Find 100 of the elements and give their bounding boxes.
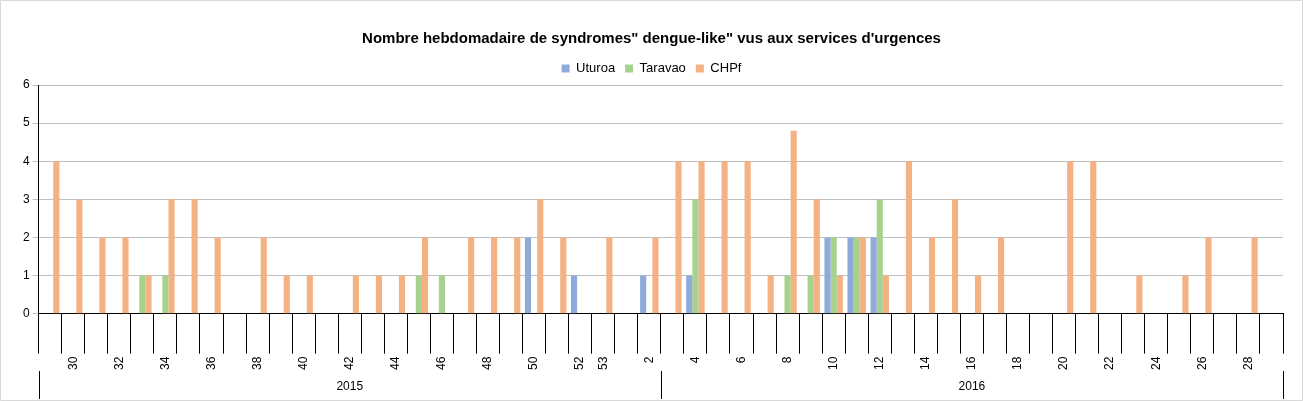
bar bbox=[813, 199, 820, 314]
y-tick-label: 0 bbox=[22, 305, 30, 320]
bar bbox=[974, 275, 982, 314]
bar bbox=[686, 275, 693, 314]
x-tick-label: 6 bbox=[733, 356, 748, 364]
bar bbox=[53, 161, 60, 314]
x-tick-label: 34 bbox=[157, 356, 172, 371]
bar bbox=[139, 275, 146, 314]
x-tick-label: 44 bbox=[388, 356, 403, 371]
bar bbox=[99, 237, 106, 314]
bar bbox=[790, 130, 797, 314]
bar bbox=[1136, 275, 1143, 314]
y-tick-label: 2 bbox=[22, 229, 30, 244]
bar bbox=[721, 161, 728, 314]
bar bbox=[853, 237, 860, 314]
x-tick-label: 36 bbox=[203, 356, 218, 371]
bar bbox=[524, 237, 532, 314]
bar bbox=[824, 237, 831, 314]
bar bbox=[214, 237, 221, 314]
bar bbox=[306, 275, 313, 314]
bar bbox=[76, 199, 83, 314]
bar bbox=[537, 199, 544, 314]
y-tick-label: 3 bbox=[22, 191, 30, 206]
bar bbox=[1090, 161, 1097, 314]
x-tick-label: 40 bbox=[295, 356, 310, 371]
bar bbox=[162, 275, 169, 314]
x-tick-label: 30 bbox=[65, 356, 80, 371]
x-tick-label: 14 bbox=[918, 356, 933, 371]
bar bbox=[1067, 161, 1074, 314]
y-tick-label: 5 bbox=[22, 115, 30, 130]
bar bbox=[951, 199, 959, 314]
x-tick-label: 4 bbox=[687, 356, 702, 364]
bar bbox=[491, 237, 498, 314]
bar bbox=[692, 199, 699, 314]
bar bbox=[191, 199, 198, 314]
bar bbox=[905, 161, 913, 314]
x-tick-label: 32 bbox=[111, 356, 126, 371]
bar bbox=[398, 275, 406, 314]
x-tick-label: 2 bbox=[641, 356, 656, 364]
bar bbox=[928, 237, 936, 314]
bar bbox=[767, 275, 774, 314]
bar bbox=[438, 275, 445, 314]
y-tick-label: 4 bbox=[22, 153, 30, 168]
bar bbox=[168, 199, 175, 314]
bar bbox=[744, 161, 751, 314]
legend-label: Uturoa bbox=[576, 60, 616, 76]
bar bbox=[859, 237, 866, 314]
bar bbox=[375, 275, 383, 314]
bar bbox=[882, 275, 889, 314]
bar bbox=[870, 237, 877, 314]
y-tick-label: 6 bbox=[22, 77, 30, 92]
x-tick-label: 18 bbox=[1010, 356, 1025, 371]
bar bbox=[421, 237, 429, 314]
bar bbox=[1205, 237, 1212, 314]
bar bbox=[698, 161, 705, 314]
x-tick-label: 12 bbox=[872, 356, 887, 371]
x-tick-label: 50 bbox=[526, 356, 541, 371]
x-tick-label: 46 bbox=[434, 356, 449, 371]
legend-label: Taravao bbox=[639, 60, 686, 76]
bar bbox=[876, 199, 883, 314]
bar bbox=[830, 237, 837, 314]
bar bbox=[570, 275, 578, 314]
chart-title: Nombre hebdomadaire de syndromes" dengue-like" vus aux services d'urgences bbox=[362, 29, 941, 47]
x-tick-label: 22 bbox=[1102, 356, 1117, 371]
legend-label: CHPf bbox=[710, 60, 742, 76]
bar bbox=[415, 275, 422, 314]
x-tick-label: 38 bbox=[249, 356, 264, 371]
x-tick-label: 53 bbox=[595, 356, 610, 371]
bar bbox=[675, 161, 682, 314]
bar bbox=[606, 237, 613, 314]
bar bbox=[122, 237, 129, 314]
x-tick-label: 52 bbox=[572, 356, 587, 371]
bar bbox=[847, 237, 854, 314]
bar bbox=[352, 275, 359, 314]
bar bbox=[784, 275, 791, 314]
x-tick-label: 20 bbox=[1056, 356, 1071, 371]
x-tick-label: 48 bbox=[480, 356, 495, 371]
x-tick-label: 16 bbox=[964, 356, 979, 371]
bar bbox=[468, 237, 475, 314]
bar bbox=[283, 275, 290, 314]
x-tick-label: 24 bbox=[1148, 356, 1163, 371]
bar bbox=[1182, 275, 1189, 314]
text: 2015 bbox=[336, 379, 364, 394]
y-tick-label: 1 bbox=[22, 267, 30, 282]
bar bbox=[260, 237, 267, 314]
x-tick-label: 42 bbox=[342, 356, 357, 371]
x-tick-label: 28 bbox=[1240, 356, 1255, 371]
x-tick-label: 26 bbox=[1194, 356, 1209, 371]
x-tick-label: 10 bbox=[825, 356, 840, 371]
bar bbox=[652, 237, 659, 314]
bar bbox=[560, 237, 567, 314]
bar bbox=[514, 237, 521, 314]
bar bbox=[1251, 237, 1258, 314]
bar bbox=[145, 275, 152, 314]
bar bbox=[807, 275, 814, 314]
bar bbox=[836, 275, 843, 314]
bar bbox=[640, 275, 647, 314]
x-tick-label: 8 bbox=[779, 356, 794, 364]
bar bbox=[998, 237, 1005, 314]
text: 2016 bbox=[958, 379, 986, 394]
